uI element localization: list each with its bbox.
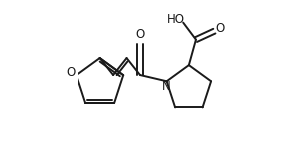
Text: O: O [66, 66, 75, 79]
Text: HO: HO [166, 13, 184, 26]
Text: O: O [135, 28, 145, 41]
Text: N: N [162, 80, 170, 93]
Text: O: O [215, 22, 225, 35]
